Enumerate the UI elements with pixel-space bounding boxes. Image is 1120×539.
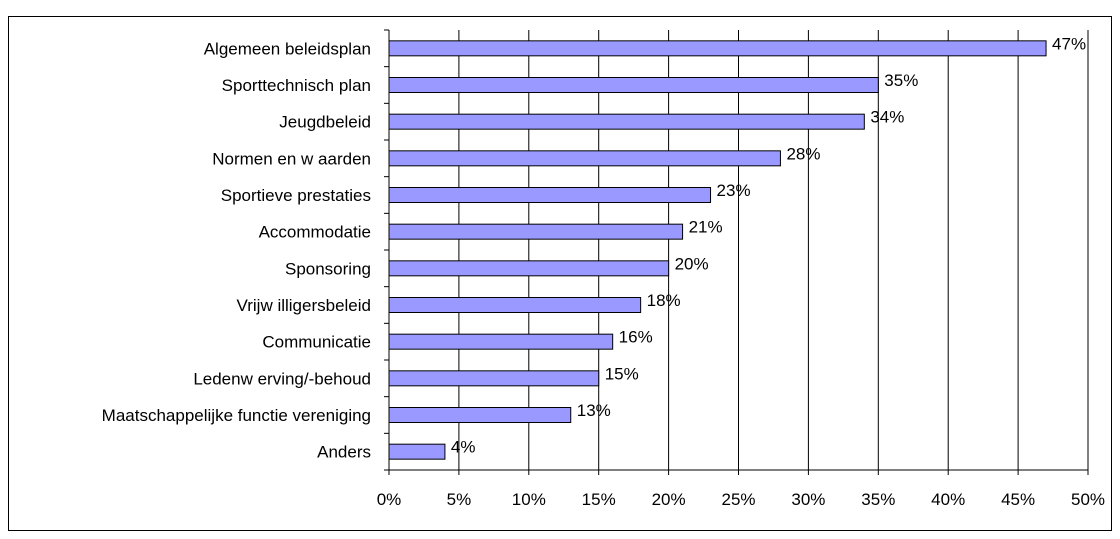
category-label: Normen en w aarden — [212, 149, 371, 168]
x-tick-label: 10% — [512, 490, 546, 509]
x-tick-label: 50% — [1071, 490, 1105, 509]
category-label: Communicatie — [262, 333, 371, 352]
value-label: 18% — [647, 291, 681, 310]
bar — [388, 77, 879, 93]
category-label: Sponsoring — [285, 259, 371, 278]
bar — [388, 187, 712, 203]
value-label: 21% — [689, 218, 723, 237]
value-label: 15% — [605, 364, 639, 383]
x-tick-label: 20% — [652, 490, 686, 509]
value-label: 28% — [786, 144, 820, 163]
x-tick-label: 40% — [931, 490, 965, 509]
value-label: 47% — [1052, 34, 1086, 53]
x-tick-label: 35% — [861, 490, 895, 509]
x-tick-label: 5% — [447, 490, 472, 509]
x-tick-label: 25% — [721, 490, 755, 509]
bar — [388, 40, 1047, 57]
value-label: 4% — [451, 438, 476, 457]
category-label: Ledenw erving/-behoud — [193, 369, 371, 388]
bar — [388, 260, 670, 277]
bar — [388, 150, 781, 167]
value-label: 34% — [870, 108, 904, 127]
value-label: 13% — [577, 401, 611, 420]
bar — [388, 223, 684, 240]
value-label: 16% — [619, 328, 653, 347]
value-label: 35% — [884, 71, 918, 90]
x-tick-label: 15% — [582, 490, 616, 509]
bar — [388, 113, 865, 130]
category-label: Maatschappelijke functie vereniging — [102, 406, 371, 425]
category-label: Vrijw illigersbeleid — [237, 296, 371, 315]
x-tick-label: 0% — [377, 490, 402, 509]
x-tick-label: 30% — [791, 490, 825, 509]
bar — [388, 443, 446, 460]
category-label: Algemeen beleidsplan — [204, 39, 371, 58]
category-label: Jeugdbeleid — [279, 113, 371, 132]
category-label: Accommodatie — [259, 223, 371, 242]
value-label: 20% — [675, 254, 709, 273]
value-label: 23% — [717, 181, 751, 200]
bar — [388, 297, 642, 313]
category-label: Sporttechnisch plan — [222, 76, 371, 95]
bar — [388, 333, 614, 350]
x-tick-label: 45% — [1001, 490, 1035, 509]
bar — [388, 407, 572, 423]
category-label: Anders — [317, 443, 371, 462]
bar — [388, 370, 600, 387]
category-label: Sportieve prestaties — [221, 186, 371, 205]
